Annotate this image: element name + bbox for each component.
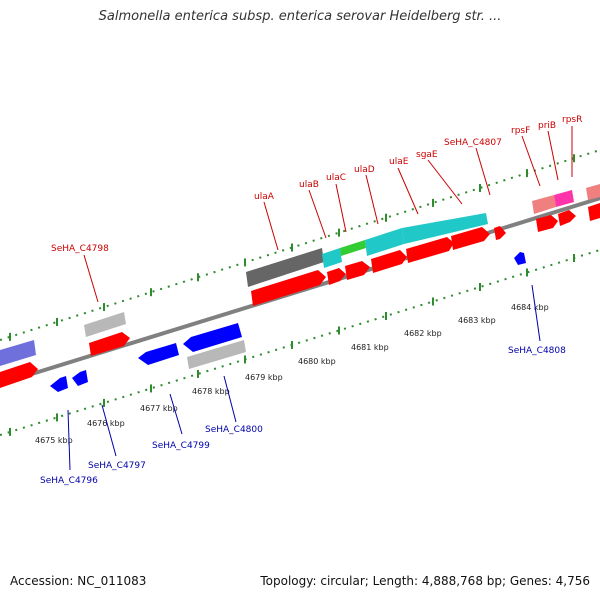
gene-label-rpsF[interactable]: rpsF xyxy=(511,126,530,136)
kbp-tick-label: 4684 kbp xyxy=(511,303,549,312)
feature-dark-grey-ulaA[interactable] xyxy=(246,248,324,287)
major-ticks xyxy=(9,154,575,436)
gene-label-SeHA_C4796[interactable]: SeHA_C4796 xyxy=(40,476,98,486)
gene-label-ulaC[interactable]: ulaC xyxy=(326,173,346,183)
feature-ula-operon-e[interactable] xyxy=(402,213,488,244)
gene-label-SeHA_C4799[interactable]: SeHA_C4799 xyxy=(152,441,210,451)
gene-reverse-c4796[interactable] xyxy=(50,376,68,392)
gene-labels: SeHA_C4798 ulaA ulaB ulaC ulaD ulaE sgaE SeHA_C… xyxy=(40,115,582,486)
feature-pink-rpsF[interactable] xyxy=(532,195,556,214)
upper-tick-track xyxy=(0,149,600,341)
gene-forward-rpsF[interactable] xyxy=(536,215,558,232)
kbp-tick-label: 4683 kbp xyxy=(458,316,496,325)
gene-forward-sgaE[interactable] xyxy=(451,227,490,250)
gene-forward-ulaA[interactable] xyxy=(251,270,326,306)
feature-ula-operon-d[interactable] xyxy=(365,228,404,256)
genome-summary: Topology: circular; Length: 4,888,768 bp… xyxy=(260,574,590,588)
gene-label-SeHA_C4807[interactable]: SeHA_C4807 xyxy=(444,138,502,148)
gene-label-ulaB[interactable]: ulaB xyxy=(299,180,319,190)
feature-purple-left[interactable] xyxy=(0,340,36,366)
feature-magenta-priB[interactable] xyxy=(554,190,574,207)
gene-forward-ulaB[interactable] xyxy=(327,268,346,285)
gene-label-SeHA_C4808[interactable]: SeHA_C4808 xyxy=(508,346,566,356)
gene-reverse-c4797[interactable] xyxy=(72,370,88,386)
gene-reverse-c4800[interactable] xyxy=(183,323,242,352)
gene-forward-ulaC[interactable] xyxy=(345,261,370,280)
gene-forward-ulaD[interactable] xyxy=(371,250,407,273)
kbp-tick-label: 4675 kbp xyxy=(35,436,73,445)
feature-grey-c4798[interactable] xyxy=(84,312,126,337)
gene-forward-c4807[interactable] xyxy=(494,226,506,240)
lower-tick-track xyxy=(0,249,600,436)
feature-grey-c4800[interactable] xyxy=(187,340,246,369)
gene-forward-rpsR[interactable] xyxy=(588,203,600,221)
gene-label-sgaE[interactable]: sgaE xyxy=(416,150,438,160)
kbp-tick-label: 4678 kbp xyxy=(192,387,230,396)
kbp-tick-label: 4679 kbp xyxy=(245,373,283,382)
gene-forward-ulaE[interactable] xyxy=(406,237,454,263)
gene-label-SeHA_C4797[interactable]: SeHA_C4797 xyxy=(88,461,146,471)
kbp-tick-label: 4676 kbp xyxy=(87,419,125,428)
gene-forward-left[interactable] xyxy=(0,362,38,388)
gene-forward-priB[interactable] xyxy=(558,210,576,226)
kbp-tick-label: 4682 kbp xyxy=(404,329,442,338)
gene-reverse-c4808[interactable] xyxy=(514,252,526,265)
kbp-tick-label: 4681 kbp xyxy=(351,343,389,352)
accession-label: Accession: NC_011083 xyxy=(10,574,147,588)
kbp-tick-label: 4680 kbp xyxy=(298,357,336,366)
gene-label-priB[interactable]: priB xyxy=(538,121,556,131)
reverse-leaders xyxy=(67,284,541,471)
gene-reverse-c4799[interactable] xyxy=(138,343,179,365)
gene-label-rpsR[interactable]: rpsR xyxy=(562,115,582,125)
kbp-labels: 4675 kbp 4676 kbp 4677 kbp 4678 kbp 4679 kbp… xyxy=(35,303,549,445)
gene-label-SeHA_C4798[interactable]: SeHA_C4798 xyxy=(51,244,109,254)
feature-pink-rpsR[interactable] xyxy=(586,184,600,200)
gene-label-ulaE[interactable]: ulaE xyxy=(389,157,409,167)
gene-forward-c4798[interactable] xyxy=(89,332,130,356)
gene-label-ulaA[interactable]: ulaA xyxy=(254,192,275,202)
gene-label-SeHA_C4800[interactable]: SeHA_C4800 xyxy=(205,425,263,435)
kbp-tick-label: 4677 kbp xyxy=(140,404,178,413)
feature-green-ulaC[interactable] xyxy=(340,240,366,256)
feature-ula-operon-b[interactable] xyxy=(322,248,342,268)
gene-label-ulaD[interactable]: ulaD xyxy=(354,165,375,175)
forward-leaders xyxy=(83,126,573,303)
map-title: Salmonella enterica subsp. enterica sero… xyxy=(98,9,502,24)
